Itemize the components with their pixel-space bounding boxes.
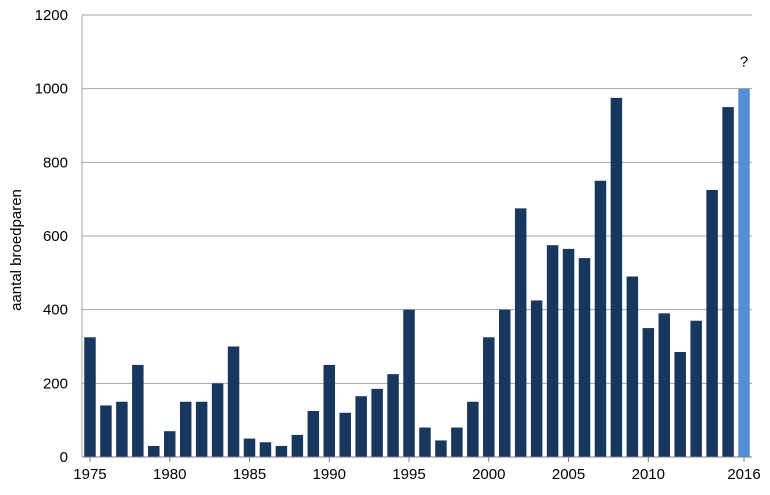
x-tick-label: 2016 bbox=[727, 466, 760, 483]
bar-1988 bbox=[291, 434, 304, 457]
bar-1999 bbox=[467, 401, 479, 457]
bar-1990 bbox=[323, 364, 336, 457]
bar-2003 bbox=[530, 300, 543, 457]
y-tick-label: 600 bbox=[43, 228, 68, 245]
x-tick-label: 1975 bbox=[73, 466, 106, 483]
bar-1983 bbox=[211, 383, 224, 457]
bar-1980 bbox=[163, 431, 176, 457]
x-tick-label: 1995 bbox=[392, 466, 425, 483]
bar-2014 bbox=[706, 189, 718, 458]
bar-1977 bbox=[116, 401, 128, 457]
bar-highlight-2016 bbox=[738, 88, 750, 458]
bar-1987 bbox=[275, 445, 288, 457]
bar-2007 bbox=[594, 180, 607, 457]
bar-2010 bbox=[642, 328, 655, 457]
y-tick-label: 800 bbox=[43, 154, 68, 171]
bars bbox=[84, 88, 750, 458]
y-tick-label: 200 bbox=[43, 375, 68, 392]
bar-1979 bbox=[148, 445, 160, 457]
bar-2013 bbox=[690, 320, 702, 457]
bar-2011 bbox=[658, 313, 671, 457]
bar-2005 bbox=[562, 248, 575, 457]
bar-2009 bbox=[626, 276, 639, 457]
bar-1989 bbox=[307, 410, 320, 457]
bar-2006 bbox=[578, 258, 591, 457]
bar-1992 bbox=[355, 396, 367, 457]
bar-1981 bbox=[179, 401, 192, 457]
x-tick-label: 1980 bbox=[153, 466, 186, 483]
bar-1984 bbox=[227, 346, 240, 457]
bar-2008 bbox=[610, 97, 623, 457]
bar-1995 bbox=[403, 309, 415, 457]
bar-1975 bbox=[84, 337, 96, 457]
bar-1998 bbox=[451, 427, 463, 457]
bar-1978 bbox=[132, 364, 144, 457]
bar-1986 bbox=[259, 442, 272, 457]
y-axis-ticks: 0 200 400 600 800 1000 1200 bbox=[35, 7, 68, 466]
bar-2004 bbox=[546, 245, 559, 457]
bar-2000 bbox=[483, 337, 495, 457]
gridlines bbox=[81, 14, 752, 457]
x-tick-label: 2005 bbox=[552, 466, 585, 483]
x-tick-label: 2000 bbox=[472, 466, 505, 483]
x-tick-label: 1985 bbox=[233, 466, 266, 483]
x-axis-ticks: 1975 1980 1985 1990 1995 2000 2005 2010 2016 bbox=[73, 457, 761, 483]
bar-2001 bbox=[498, 309, 511, 457]
y-tick-label: 1200 bbox=[35, 7, 68, 24]
y-tick-label: 0 bbox=[60, 449, 68, 466]
x-tick-label: 2010 bbox=[632, 466, 665, 483]
bar-1993 bbox=[371, 388, 383, 457]
x-tick-label: 1990 bbox=[313, 466, 346, 483]
highlight-annotation: ? bbox=[740, 54, 748, 71]
y-axis-label: aantal broedparen bbox=[8, 189, 25, 311]
bar-1996 bbox=[419, 427, 431, 457]
bar-2002 bbox=[514, 208, 527, 457]
bar-2012 bbox=[674, 352, 686, 457]
bar-1976 bbox=[100, 405, 112, 457]
y-tick-label: 400 bbox=[43, 302, 68, 319]
bar-1991 bbox=[339, 412, 351, 457]
bar-1994 bbox=[387, 374, 399, 457]
bar-1985 bbox=[243, 438, 256, 457]
y-tick-label: 1000 bbox=[35, 81, 68, 98]
bar-1997 bbox=[435, 440, 447, 457]
bar-1982 bbox=[195, 401, 208, 457]
bar-2015 bbox=[722, 107, 734, 457]
